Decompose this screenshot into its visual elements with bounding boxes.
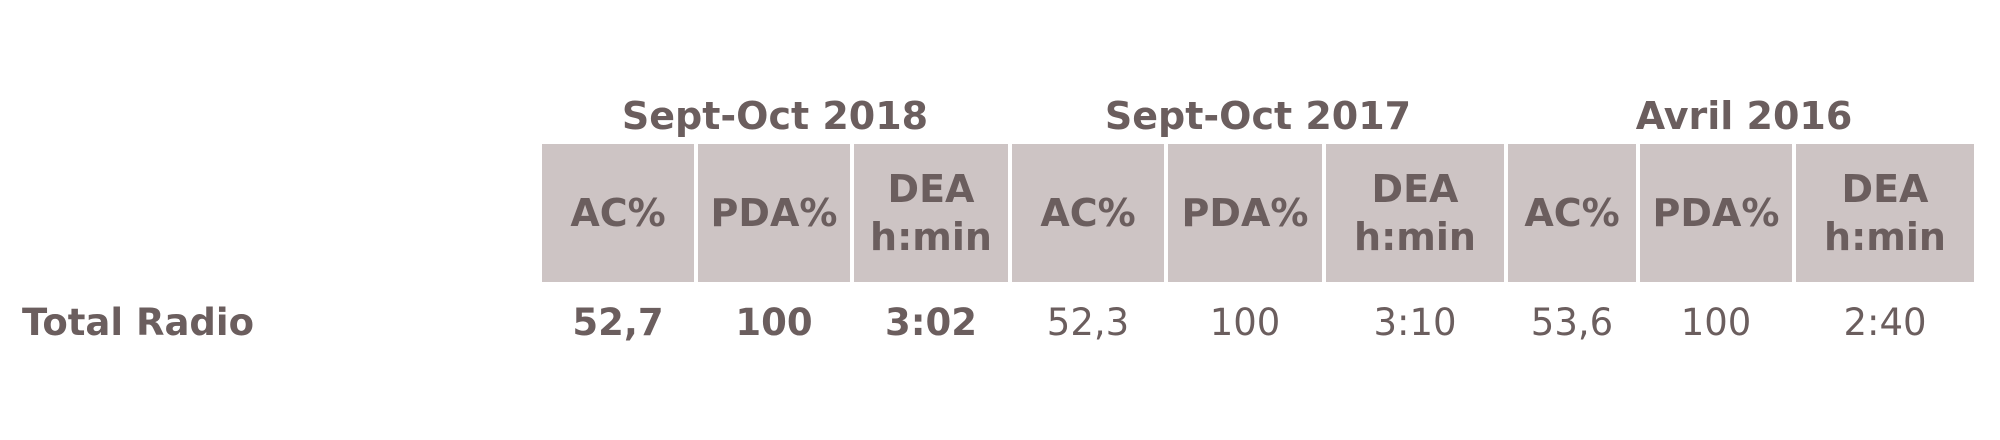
column-header-dea-2017: DEA h:min	[1326, 144, 1504, 282]
column-header-pda-2017: PDA%	[1168, 144, 1322, 282]
column-header-pda-2016: PDA%	[1640, 144, 1792, 282]
period-header-2016: Avril 2016	[1635, 94, 1853, 138]
column-header-ac-2017: AC%	[1012, 144, 1164, 282]
cell-ac-2017: 52,3	[1046, 301, 1130, 344]
column-header-ac-2018: AC%	[542, 144, 694, 282]
cell-dea-2017: 3:10	[1373, 301, 1457, 344]
cell-pda-2017: 100	[1209, 301, 1281, 344]
column-header-dea-2018: DEA h:min	[854, 144, 1008, 282]
column-header-ac-2016: AC%	[1508, 144, 1636, 282]
cell-dea-2018: 3:02	[884, 301, 978, 344]
cell-ac-2016: 53,6	[1530, 301, 1614, 344]
period-header-2018: Sept-Oct 2018	[621, 94, 929, 138]
column-header-dea-2016: DEA h:min	[1796, 144, 1974, 282]
cell-pda-2016: 100	[1680, 301, 1752, 344]
column-header-pda-2018: PDA%	[698, 144, 850, 282]
cell-pda-2018: 100	[735, 301, 813, 344]
row-label-total-radio: Total Radio	[22, 301, 255, 344]
period-header-2017: Sept-Oct 2017	[1104, 94, 1412, 138]
cell-dea-2016: 2:40	[1843, 301, 1927, 344]
cell-ac-2018: 52,7	[572, 301, 664, 344]
